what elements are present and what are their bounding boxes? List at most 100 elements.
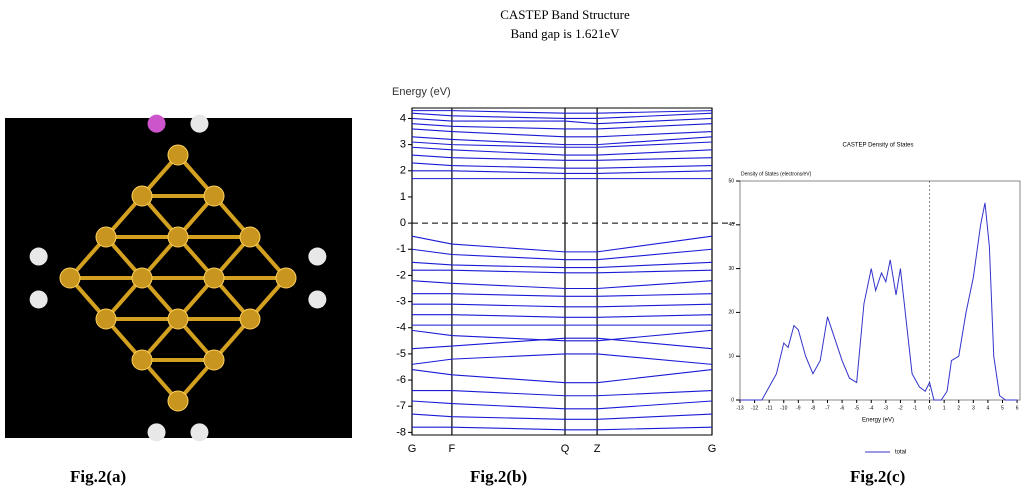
x-tick-label: 2: [957, 405, 960, 411]
caption: Fig.2(a): [70, 467, 126, 486]
data-line: [412, 391, 712, 396]
gold-atom: [168, 145, 188, 165]
data-line: [740, 203, 1017, 400]
hydrogen: [190, 115, 208, 133]
data-line: [412, 113, 712, 118]
dos-x-label: Energy (eV): [862, 418, 894, 424]
data-line: [412, 330, 712, 340]
data-line: [412, 147, 712, 155]
x-tick-label: -3: [884, 405, 889, 411]
hydrogen: [148, 423, 166, 441]
data-line: [412, 281, 712, 289]
data-line: [412, 124, 712, 129]
hydrogen: [30, 290, 48, 308]
x-tick-label: -1: [913, 405, 918, 411]
y-tick-label: -4: [396, 322, 406, 334]
data-line: [412, 315, 712, 318]
y-tick-label: 0: [731, 397, 734, 403]
x-tick-label: 1: [943, 405, 946, 411]
y-tick-label: 10: [728, 354, 734, 360]
band-subtitle: Band gap is 1.621eV: [510, 26, 620, 41]
gold-atom: [60, 268, 80, 288]
plot-frame: [740, 181, 1020, 400]
data-line: [412, 401, 712, 409]
x-tick-label: F: [449, 443, 456, 455]
x-tick-label: Q: [561, 443, 570, 455]
data-line: [412, 370, 712, 383]
y-tick-label: -8: [396, 426, 406, 438]
x-tick-label: G: [708, 443, 717, 455]
x-tick-label: -13: [736, 405, 743, 411]
y-tick-label: 4: [400, 112, 406, 124]
data-line: [412, 155, 712, 160]
hydrogen: [308, 290, 326, 308]
x-tick-label: -5: [854, 405, 859, 411]
y-tick-label: -6: [396, 374, 406, 386]
gold-atom: [96, 309, 116, 329]
gold-atom: [204, 186, 224, 206]
caption: Fig.2(b): [470, 467, 527, 486]
x-tick-label: 6: [1016, 405, 1019, 411]
y-tick-label: 20: [728, 310, 734, 316]
gold-atom: [132, 186, 152, 206]
legend-label: total: [895, 450, 906, 456]
x-tick-label: -10: [780, 405, 787, 411]
data-line: [412, 338, 712, 348]
data-line: [412, 118, 712, 123]
gold-atom: [240, 309, 260, 329]
data-line: [412, 427, 712, 430]
data-line: [412, 236, 712, 252]
data-line: [412, 414, 712, 419]
y-tick-label: 2: [400, 165, 406, 177]
y-tick-label: 40: [728, 222, 734, 228]
x-tick-label: 4: [987, 405, 990, 411]
data-line: [412, 137, 712, 145]
data-line: [412, 304, 712, 307]
dos-y-label: Density of States (electrons/eV): [741, 171, 812, 177]
x-tick-label: Z: [594, 443, 601, 455]
x-tick-label: -7: [825, 405, 830, 411]
x-tick-label: G: [408, 443, 417, 455]
data-line: [412, 129, 712, 137]
gold-atom: [276, 268, 296, 288]
x-tick-label: -4: [869, 405, 874, 411]
gold-atom: [96, 227, 116, 247]
x-tick-label: -11: [766, 405, 773, 411]
gold-atom: [168, 309, 188, 329]
x-tick-label: 5: [1001, 405, 1004, 411]
data-line: [412, 111, 712, 114]
x-tick-label: -6: [840, 405, 845, 411]
x-tick-label: -8: [811, 405, 816, 411]
x-tick-label: 3: [972, 405, 975, 411]
gold-atom: [168, 391, 188, 411]
x-tick-label: 0: [928, 405, 931, 411]
page: CASTEP Band Structure Band gap is 1.621e…: [0, 0, 1034, 494]
gold-atom: [168, 227, 188, 247]
gold-atom: [204, 350, 224, 370]
y-tick-label: -5: [396, 348, 406, 360]
y-tick-label: 50: [728, 178, 734, 184]
y-tick-label: 3: [400, 139, 406, 151]
data-line: [412, 294, 712, 297]
data-line: [412, 270, 712, 273]
hydrogen: [30, 248, 48, 266]
hydrogen: [308, 248, 326, 266]
data-line: [412, 163, 712, 168]
gold-atom: [204, 268, 224, 288]
data-line: [412, 354, 712, 364]
hydrogen: [190, 423, 208, 441]
y-tick-label: -3: [396, 295, 406, 307]
x-tick-label: -9: [796, 405, 801, 411]
x-tick-label: -2: [898, 405, 903, 411]
gold-atom: [240, 227, 260, 247]
gold-atom: [132, 268, 152, 288]
hydrogen: [148, 115, 166, 133]
x-tick-label: -12: [751, 405, 758, 411]
y-tick-label: 30: [728, 266, 734, 272]
y-tick-label: -7: [396, 400, 406, 412]
data-line: [412, 262, 712, 267]
caption: Fig.2(c): [850, 467, 905, 486]
gold-atom: [132, 350, 152, 370]
y-tick-label: -2: [396, 269, 406, 281]
y-tick-label: 0: [400, 217, 406, 229]
